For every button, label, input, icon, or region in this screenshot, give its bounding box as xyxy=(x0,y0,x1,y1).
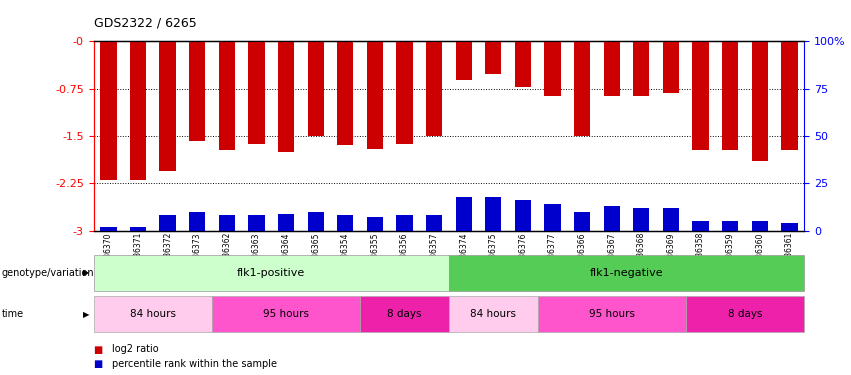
Bar xyxy=(189,211,205,231)
Bar xyxy=(307,211,324,231)
Bar xyxy=(545,204,561,231)
Bar xyxy=(100,227,117,231)
Text: 84 hours: 84 hours xyxy=(471,309,517,319)
Text: flk1-negative: flk1-negative xyxy=(590,268,664,278)
Bar xyxy=(574,41,591,136)
Bar xyxy=(278,41,294,152)
Bar xyxy=(485,41,501,74)
Text: percentile rank within the sample: percentile rank within the sample xyxy=(112,359,277,369)
Bar xyxy=(130,227,146,231)
Bar xyxy=(781,41,797,150)
Bar xyxy=(515,41,531,87)
Text: ■: ■ xyxy=(94,345,103,354)
Bar xyxy=(219,216,235,231)
Bar xyxy=(722,221,739,231)
Bar xyxy=(159,216,176,231)
Text: flk1-positive: flk1-positive xyxy=(237,268,306,278)
Bar xyxy=(751,41,768,161)
Text: GDS2322 / 6265: GDS2322 / 6265 xyxy=(94,17,197,30)
Text: 95 hours: 95 hours xyxy=(263,309,309,319)
Bar xyxy=(722,41,739,150)
Bar xyxy=(100,41,117,180)
Text: 95 hours: 95 hours xyxy=(589,309,635,319)
Bar xyxy=(189,41,205,141)
Bar xyxy=(337,41,353,146)
Text: log2 ratio: log2 ratio xyxy=(112,345,159,354)
Bar xyxy=(219,41,235,150)
Bar xyxy=(397,216,413,231)
Text: 8 days: 8 days xyxy=(728,309,762,319)
Bar xyxy=(455,196,471,231)
Bar xyxy=(278,214,294,231)
Bar xyxy=(397,41,413,144)
Bar xyxy=(693,41,709,150)
Bar xyxy=(515,200,531,231)
Bar xyxy=(781,223,797,231)
Bar xyxy=(426,41,443,136)
Bar xyxy=(455,41,471,80)
Bar xyxy=(574,211,591,231)
Bar xyxy=(633,208,649,231)
Text: 8 days: 8 days xyxy=(387,309,422,319)
Bar xyxy=(751,221,768,231)
Text: ▶: ▶ xyxy=(83,268,90,278)
Bar xyxy=(159,41,176,171)
Text: time: time xyxy=(2,309,24,319)
Bar xyxy=(485,196,501,231)
Text: genotype/variation: genotype/variation xyxy=(2,268,94,278)
Bar xyxy=(603,206,620,231)
Bar xyxy=(693,221,709,231)
Bar xyxy=(633,41,649,96)
Bar xyxy=(337,216,353,231)
Text: ■: ■ xyxy=(94,359,103,369)
Bar xyxy=(367,41,383,148)
Bar xyxy=(663,208,679,231)
Bar xyxy=(130,41,146,180)
Bar xyxy=(545,41,561,96)
Bar xyxy=(307,41,324,136)
Bar xyxy=(426,216,443,231)
Bar xyxy=(663,41,679,93)
Bar xyxy=(248,41,265,144)
Bar xyxy=(367,217,383,231)
Text: 84 hours: 84 hours xyxy=(130,309,176,319)
Bar xyxy=(248,216,265,231)
Text: ▶: ▶ xyxy=(83,310,90,319)
Bar xyxy=(603,41,620,96)
